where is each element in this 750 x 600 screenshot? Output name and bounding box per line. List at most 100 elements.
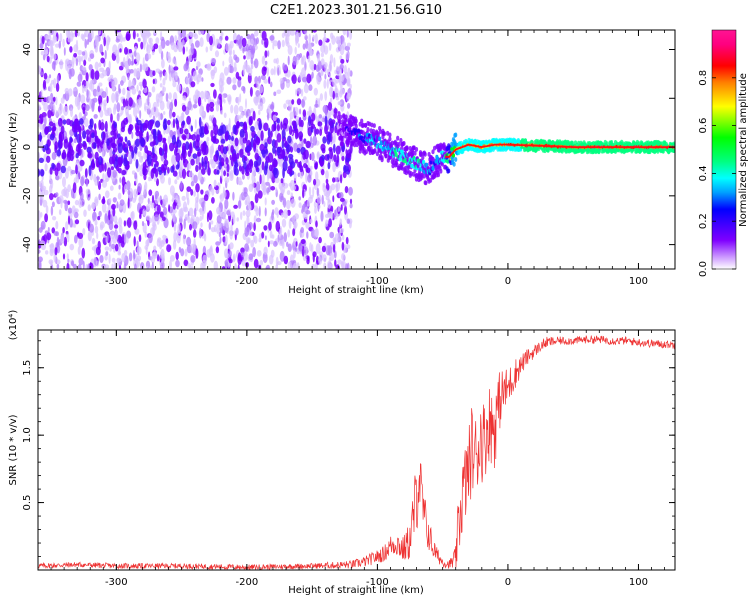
spectrogram-noise-cell (302, 116, 307, 121)
spectrogram-noise-cell (143, 210, 147, 216)
spectrogram-noise-cell (241, 259, 246, 267)
spectrogram-noise-cell (108, 209, 111, 221)
spectrogram-noise-cell (321, 194, 324, 205)
spectrogram-noise-cell (94, 196, 99, 207)
spectrogram-noise-cell (112, 169, 117, 178)
spectrogram-noise-cell (84, 104, 90, 112)
spectrogram-noise-cell (87, 230, 92, 242)
spectrogram-noise-cell (135, 67, 141, 78)
spectrogram-noise-cell (101, 147, 104, 158)
spectrogram-noise-cell (312, 186, 315, 197)
spectrogram-noise-cell (101, 51, 104, 56)
spectrogram-noise-cell (285, 36, 288, 47)
spectrogram-noise-cell (98, 30, 101, 36)
spectrogram-noise-cell (230, 211, 235, 219)
spectrogram-noise-cell (172, 57, 175, 64)
spectrogram-noise-cell (79, 135, 82, 144)
spectrogram-noise-cell (108, 198, 112, 204)
spectrogram-noise-cell (105, 35, 111, 46)
spectrogram-noise-cell (196, 61, 201, 68)
spectrogram-noise-cell (248, 118, 253, 126)
spectrogram-noise-cell (83, 59, 87, 66)
spectrogram-noise-cell (58, 195, 64, 204)
spectrogram-noise-cell (123, 147, 129, 154)
spectrogram-noise-cell (183, 218, 186, 230)
spectrogram-noise-cell (135, 138, 140, 147)
spectrogram-noise-cell (94, 219, 98, 226)
spectrogram-noise-cell (258, 120, 262, 131)
spectrogram-noise-cell (274, 177, 280, 184)
spectrogram-noise-cell (114, 91, 119, 102)
spectrogram-noise-cell (104, 254, 108, 261)
spectrogram-noise-cell (114, 243, 119, 252)
spectrogram-noise-cell (220, 31, 224, 37)
spectrogram-noise-cell (203, 194, 209, 202)
spectrogram-noise-cell (81, 66, 87, 71)
spectrogram-noise-cell (175, 117, 178, 125)
spectrogram-noise-cell (204, 93, 207, 103)
spectrogram-noise-cell (78, 127, 82, 137)
spectrogram-noise-cell (335, 181, 341, 192)
spectrogram-noise-cell (48, 74, 52, 79)
spectrogram-noise-cell (126, 230, 132, 239)
spectrogram-noise-cell (53, 78, 57, 89)
spectrogram-noise-cell (55, 192, 59, 198)
spectrogram-ridge-cell (372, 123, 376, 128)
spectrogram-noise-cell (303, 138, 307, 144)
spectrogram-noise-cell (63, 105, 69, 116)
spectrogram-noise-cell (196, 191, 199, 203)
spectrogram-noise-cell (153, 129, 157, 141)
spectrogram-noise-cell (202, 201, 205, 212)
spectrogram-noise-cell (42, 199, 48, 208)
spectrogram-noise-cell (206, 103, 210, 113)
spectrogram-noise-cell (127, 58, 132, 66)
spectrogram-noise-cell (239, 128, 245, 138)
spectrogram-noise-cell (155, 120, 161, 128)
spectrogram-noise-cell (137, 37, 141, 42)
spectrogram-noise-cell (296, 31, 299, 37)
spectrogram-noise-cell (228, 134, 232, 141)
spectrogram-ridge-cell (362, 147, 366, 152)
spectrogram-noise-cell (204, 90, 208, 96)
spectrogram-noise-cell (329, 148, 333, 160)
spectrogram-noise-cell (310, 112, 316, 122)
spectrogram-noise-cell (67, 30, 70, 40)
spectrogram-noise-cell (318, 236, 322, 244)
spectrogram-noise-cell (231, 152, 238, 162)
colorbar-gradient (712, 30, 736, 269)
spectrogram-noise-cell (109, 147, 113, 159)
spectrogram-ridge-cell (364, 123, 368, 128)
spectrogram-noise-cell (82, 106, 86, 115)
spectrogram-noise-cell (87, 204, 92, 212)
spectrogram-noise-cell (272, 158, 278, 168)
spectrogram-noise-cell (128, 49, 132, 54)
spectrogram-noise-cell (142, 170, 146, 176)
spectrogram-noise-cell (263, 246, 268, 255)
spectrogram-noise-cell (58, 133, 63, 141)
spectrogram-ridge-cell (344, 114, 348, 120)
spectrogram-noise-cell (101, 91, 107, 98)
spectrogram-noise-cell (207, 161, 210, 169)
spectrogram-noise-cell (262, 149, 266, 158)
spectrogram-noise-cell (219, 236, 222, 244)
spectrogram-noise-cell (175, 195, 179, 203)
spectrogram-noise-cell (217, 42, 221, 48)
figure-title: C2E1.2023.301.21.56.G10 (270, 3, 442, 18)
spectrogram-noise-cell (277, 67, 280, 76)
spectrogram-noise-cell (190, 125, 193, 132)
spectrogram-noise-cell (98, 193, 101, 201)
spectrogram-noise-cell (133, 249, 135, 261)
spectrogram-noise-cell (239, 148, 244, 158)
spectrogram-noise-cell (91, 162, 96, 168)
spectrogram-noise-cell (228, 250, 232, 258)
spectrogram-noise-cell (303, 30, 307, 34)
spectrogram-noise-cell (141, 221, 145, 227)
spectrogram-noise-cell (185, 76, 190, 85)
spectrogram-noise-cell (260, 130, 264, 142)
spectrogram-noise-cell (127, 197, 130, 209)
spectrogram-noise-cell (176, 175, 180, 180)
spectrogram-noise-cell (322, 254, 327, 262)
spectrogram-y-tick-label: 0 (22, 144, 33, 150)
spectrogram-noise-cell (198, 227, 202, 239)
spectrogram-noise-cell (112, 197, 117, 203)
